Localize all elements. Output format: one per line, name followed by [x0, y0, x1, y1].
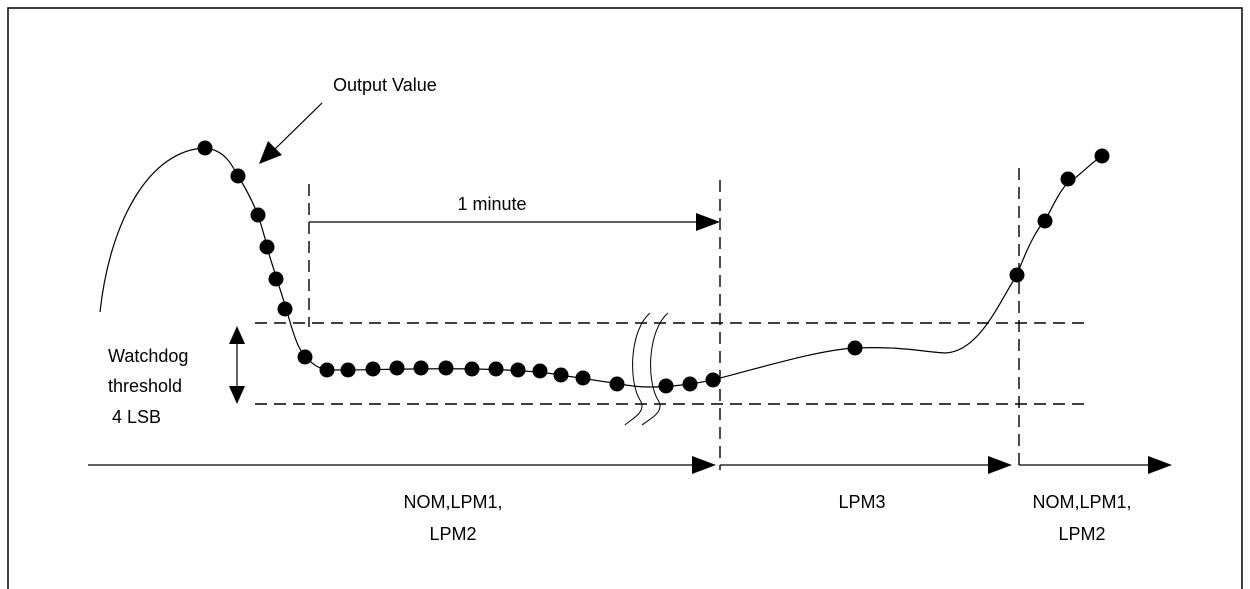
threshold-label-line1: Watchdog: [108, 346, 188, 366]
phase2-arrow-head: [988, 456, 1012, 474]
output-value-pointer-line: [274, 102, 323, 150]
threshold-label-line3: 4 LSB: [112, 407, 161, 427]
sample-dot: [230, 168, 246, 184]
sample-dot: [1037, 213, 1053, 229]
sample-dot: [847, 340, 863, 356]
sample-dot: [488, 361, 504, 377]
phase3-arrow-head: [1148, 456, 1172, 474]
sample-dot: [1009, 267, 1025, 283]
sample-dot: [553, 367, 569, 383]
sample-dot: [464, 361, 480, 377]
sample-dot: [413, 360, 429, 376]
sample-dot: [319, 362, 335, 378]
sample-dot: [682, 376, 698, 392]
sample-dot: [259, 239, 275, 255]
diagram-frame: [7, 7, 1243, 589]
break-line-right: [641, 312, 669, 426]
duration-arrow-head: [696, 213, 720, 231]
phase2-label: LPM3: [838, 492, 885, 512]
sample-dot: [250, 207, 266, 223]
sample-dot: [340, 362, 356, 378]
sample-dot: [197, 140, 213, 156]
axis-break-mark: [624, 312, 669, 426]
sample-dot: [365, 361, 381, 377]
sample-dot: [389, 360, 405, 376]
duration-label: 1 minute: [457, 194, 526, 214]
sample-dot: [1094, 148, 1110, 164]
break-line-left: [624, 312, 651, 426]
phase1-arrow-head: [692, 456, 716, 474]
phase1-label-line1: NOM,LPM1,: [403, 492, 502, 512]
phase1-label-line2: LPM2: [429, 524, 476, 544]
output-value-label: Output Value: [333, 75, 437, 95]
sample-dot: [268, 271, 284, 287]
threshold-label-line2: threshold: [108, 376, 182, 396]
sample-dot: [297, 349, 313, 365]
sample-dot: [277, 301, 293, 317]
sample-dot: [510, 362, 526, 378]
threshold-arrow-head-up: [229, 326, 245, 344]
sample-points: [197, 140, 1110, 394]
sample-dot: [609, 376, 625, 392]
sample-dot: [658, 378, 674, 394]
output-value-pointer-head: [259, 141, 282, 164]
phase3-label-line1: NOM,LPM1,: [1032, 492, 1131, 512]
sample-dot: [575, 370, 591, 386]
phase3-label-line2: LPM2: [1058, 524, 1105, 544]
threshold-arrow-head-down: [229, 386, 245, 404]
sample-dot: [532, 363, 548, 379]
sample-dot: [1060, 171, 1076, 187]
sample-dot: [705, 372, 721, 388]
sample-dot: [438, 360, 454, 376]
